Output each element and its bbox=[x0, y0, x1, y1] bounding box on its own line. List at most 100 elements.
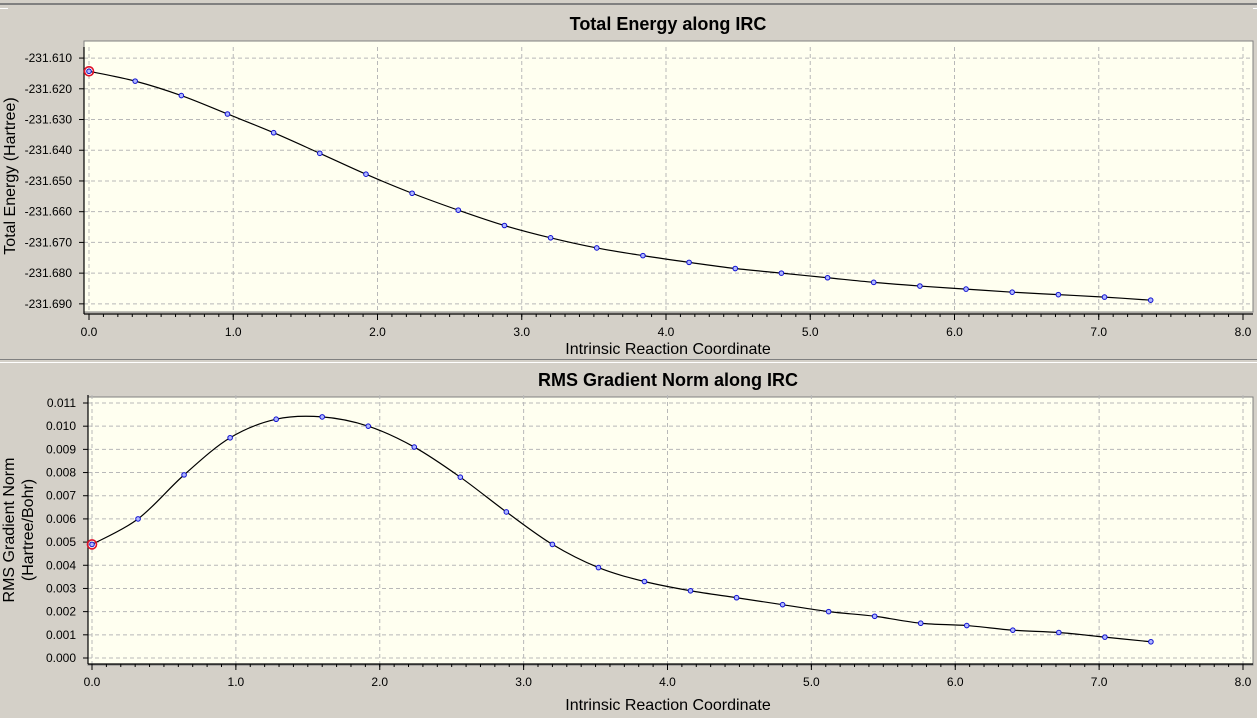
energy-data-point[interactable] bbox=[178, 92, 185, 99]
gradient-y-axis-title-line2: (Hartree/Bohr) bbox=[20, 479, 37, 581]
energy-data-point[interactable] bbox=[363, 171, 369, 178]
gradient-x-tick-label: 7.0 bbox=[1091, 675, 1108, 689]
energy-data-point[interactable] bbox=[409, 190, 415, 197]
gradient-data-point[interactable] bbox=[365, 423, 372, 429]
energy-y-axis-title: Total Energy (Hartree) bbox=[2, 97, 19, 254]
energy-data-point[interactable] bbox=[686, 259, 692, 266]
energy-data-point[interactable] bbox=[963, 286, 969, 292]
gradient-data-point[interactable] bbox=[1010, 627, 1016, 633]
gradient-selected-point-ring[interactable] bbox=[86, 539, 98, 550]
energy-data-point[interactable] bbox=[455, 207, 462, 213]
gradient-plot-area[interactable] bbox=[87, 396, 1254, 666]
energy-data-point[interactable] bbox=[593, 245, 600, 251]
energy-data-point[interactable] bbox=[917, 283, 923, 289]
energy-plot-area[interactable] bbox=[83, 40, 1254, 313]
gradient-y-tick-label: 0.003 bbox=[46, 581, 76, 595]
gradient-x-tick-label: 2.0 bbox=[371, 675, 388, 689]
gradient-data-point[interactable] bbox=[227, 434, 233, 441]
gradient-grid bbox=[88, 395, 1251, 664]
gradient-data-point[interactable] bbox=[871, 613, 878, 620]
energy-data-point[interactable] bbox=[1147, 297, 1154, 303]
gradient-x-tick-label: 0.0 bbox=[84, 675, 101, 689]
energy-data-point[interactable] bbox=[732, 265, 739, 272]
gradient-data-point[interactable] bbox=[917, 620, 924, 627]
gradient-data-point[interactable] bbox=[319, 414, 326, 420]
gradient-x-ticks: 0.0 1.0 2.0 3.0 4.0 5.0 6.0 7.0 8.0 bbox=[84, 664, 1252, 689]
gradient-y-tick-label: 0.000 bbox=[46, 651, 76, 665]
energy-data-point[interactable] bbox=[824, 274, 831, 281]
gradient-data-point[interactable] bbox=[457, 474, 464, 480]
energy-data-point[interactable] bbox=[317, 150, 323, 157]
gradient-y-tick-label: 0.007 bbox=[46, 489, 76, 503]
gradient-data-point[interactable] bbox=[825, 608, 832, 615]
gradient-data-point[interactable] bbox=[411, 444, 418, 450]
gradient-x-tick-label: 3.0 bbox=[515, 675, 532, 689]
energy-x-tick-label: 6.0 bbox=[946, 325, 963, 339]
gradient-x-tick-label: 1.0 bbox=[228, 675, 245, 689]
energy-data-point[interactable] bbox=[778, 270, 785, 276]
gradient-data-point[interactable] bbox=[181, 472, 187, 478]
energy-x-tick-label: 4.0 bbox=[658, 325, 675, 339]
gradient-data-point[interactable] bbox=[273, 416, 279, 423]
gradient-y-tick-label: 0.001 bbox=[46, 628, 76, 642]
gradient-data-point[interactable] bbox=[687, 587, 694, 594]
energy-x-tick-label: 8.0 bbox=[1235, 325, 1252, 339]
energy-selected-point-ring[interactable] bbox=[83, 65, 95, 77]
energy-grid bbox=[84, 47, 1251, 314]
energy-x-tick-label: 1.0 bbox=[225, 325, 242, 339]
gradient-data-point[interactable] bbox=[503, 509, 510, 515]
energy-y-ticks: -231.610 -231.620 -231.630 -231.640 -231.650… bbox=[25, 51, 84, 311]
energy-data-point[interactable] bbox=[1009, 289, 1016, 295]
gradient-chart: RMS Gradient Norm along IRC 0.000 0.001 0.… bbox=[1, 364, 1254, 714]
energy-data-point[interactable] bbox=[86, 68, 92, 75]
energy-y-tick-label: -231.670 bbox=[25, 235, 73, 249]
energy-y-tick-label: -231.620 bbox=[25, 82, 73, 96]
energy-data-point[interactable] bbox=[1101, 294, 1108, 300]
energy-x-tick-label: 3.0 bbox=[513, 325, 530, 339]
energy-data-point[interactable] bbox=[224, 111, 231, 117]
energy-y-tick-label: -231.610 bbox=[25, 51, 73, 65]
gradient-axes bbox=[87, 395, 1253, 665]
gradient-data-point[interactable] bbox=[549, 541, 556, 548]
energy-y-tick-label: -231.650 bbox=[25, 174, 73, 188]
energy-data-points bbox=[83, 65, 1154, 303]
gradient-y-tick-label: 0.009 bbox=[46, 442, 76, 456]
gradient-chart-title: RMS Gradient Norm along IRC bbox=[538, 370, 798, 390]
energy-data-point[interactable] bbox=[501, 222, 508, 229]
gradient-data-point[interactable] bbox=[733, 594, 740, 601]
gradient-data-point[interactable] bbox=[89, 541, 95, 548]
energy-data-point[interactable] bbox=[640, 252, 646, 259]
gradient-y-ticks: 0.000 0.001 0.002 0.003 0.004 0.005 0.006 0.007… bbox=[46, 396, 88, 665]
gradient-data-point[interactable] bbox=[1148, 638, 1154, 645]
energy-data-point[interactable] bbox=[132, 78, 138, 84]
gradient-data-points bbox=[86, 414, 1154, 645]
gradient-data-point[interactable] bbox=[595, 564, 602, 571]
energy-y-tick-label: -231.680 bbox=[25, 266, 73, 280]
gradient-data-point[interactable] bbox=[779, 601, 786, 608]
gradient-data-point[interactable] bbox=[1102, 634, 1108, 640]
energy-series-line bbox=[88, 70, 1151, 301]
gradient-data-point[interactable] bbox=[963, 622, 970, 629]
gradient-y-tick-label: 0.011 bbox=[47, 396, 76, 410]
gradient-y-tick-label: 0.008 bbox=[46, 466, 76, 480]
energy-data-point[interactable] bbox=[547, 235, 554, 241]
energy-y-tick-label: -231.690 bbox=[25, 297, 73, 311]
gradient-data-point[interactable] bbox=[135, 516, 141, 522]
gradient-x-tick-label: 8.0 bbox=[1235, 675, 1252, 689]
energy-data-point[interactable] bbox=[870, 279, 877, 286]
gradient-data-point[interactable] bbox=[641, 578, 648, 585]
energy-x-tick-label: 5.0 bbox=[802, 325, 819, 339]
gradient-x-tick-label: 4.0 bbox=[659, 675, 676, 689]
energy-y-tick-label: -231.640 bbox=[25, 143, 73, 157]
energy-title-bar bbox=[8, 8, 1253, 38]
gradient-x-tick-label: 5.0 bbox=[803, 675, 820, 689]
energy-data-point[interactable] bbox=[270, 129, 277, 136]
gradient-y-tick-label: 0.006 bbox=[46, 512, 76, 526]
energy-x-tick-label: 7.0 bbox=[1090, 325, 1107, 339]
gradient-x-axis-title: Intrinsic Reaction Coordinate bbox=[565, 697, 771, 714]
energy-data-point[interactable] bbox=[1055, 291, 1062, 298]
gradient-x-tick-label: 6.0 bbox=[947, 675, 964, 689]
gradient-data-point[interactable] bbox=[1056, 629, 1062, 636]
gradient-y-tick-label: 0.005 bbox=[46, 535, 76, 549]
